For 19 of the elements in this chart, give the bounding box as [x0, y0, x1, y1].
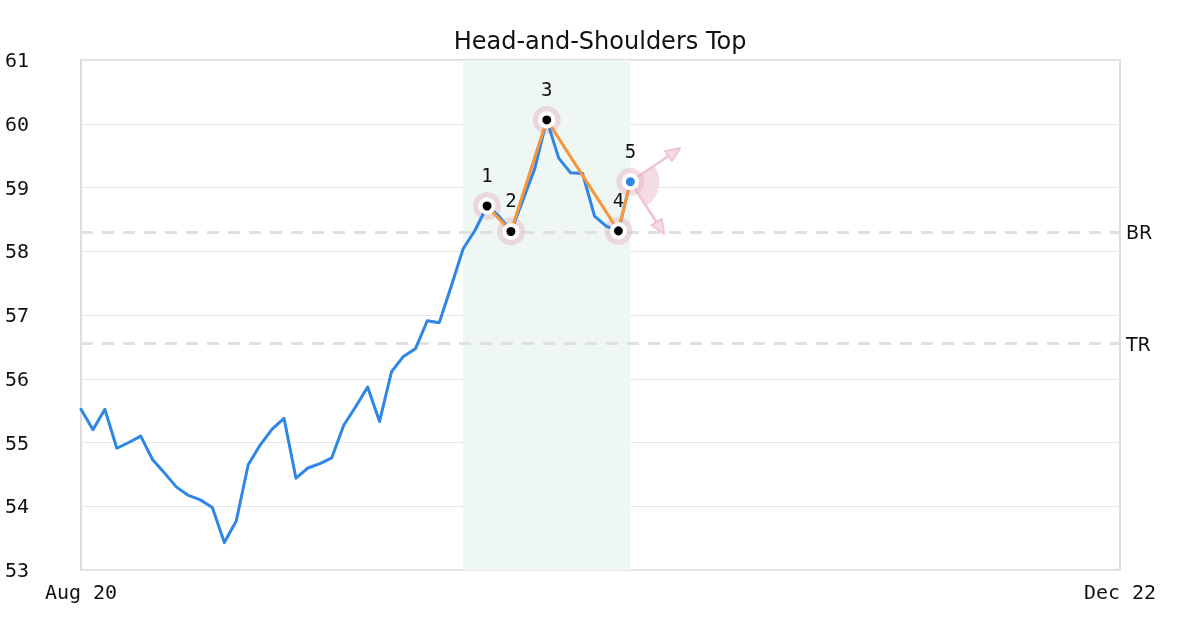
- ref-line-label: TR: [1125, 332, 1151, 355]
- annotation: 5: [624, 139, 637, 162]
- y-tick-label: 59: [5, 175, 30, 200]
- y-tick-label: 57: [5, 303, 30, 327]
- y-tick-label: 58: [5, 239, 30, 264]
- y-tick-label: 60: [5, 111, 30, 136]
- y-tick-label: 56: [5, 366, 30, 391]
- chart-title: Head-and-Shoulders Top: [453, 27, 747, 55]
- annotation: 4: [612, 188, 625, 211]
- annotation: 3: [541, 77, 553, 100]
- ref-line-label: BR: [1126, 221, 1153, 244]
- annotation: 1: [481, 163, 493, 186]
- y-tick-label: 61: [5, 48, 30, 72]
- y-tick-label: 53: [5, 558, 30, 582]
- x-tick-label: Aug 20: [44, 580, 118, 604]
- annotation: 2: [505, 189, 517, 212]
- x-tick-label: Dec 22: [1083, 580, 1157, 604]
- y-tick-label: 54: [5, 494, 30, 519]
- y-tick-label: 55: [5, 430, 30, 455]
